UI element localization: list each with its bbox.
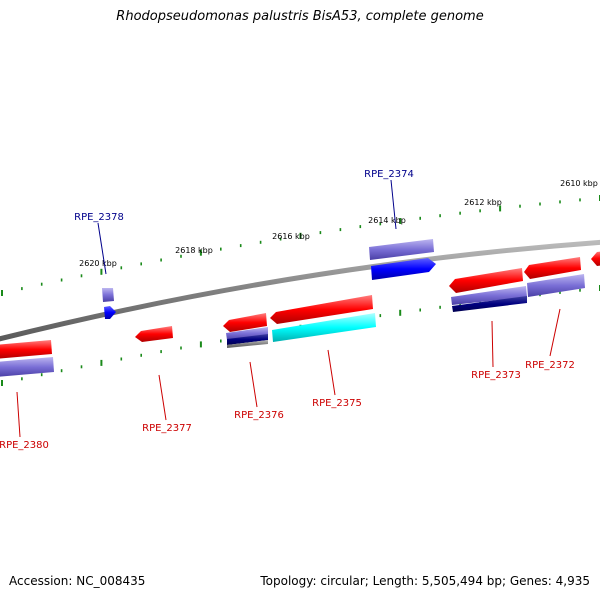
gene-rpe-2378-purple bbox=[102, 288, 114, 302]
gene-rpe-2378-blue bbox=[104, 306, 116, 319]
gene-label-rpe-2374: RPE_2374 bbox=[364, 169, 414, 180]
leader-rpe-2372 bbox=[549, 308, 561, 357]
gene-rpe-2380-purple bbox=[0, 357, 54, 377]
gene-rpe-2376-grey bbox=[227, 340, 268, 348]
scale-label-2620: 2620 kbp bbox=[79, 259, 117, 268]
topology-summary: Topology: circular; Length: 5,505,494 bp… bbox=[260, 574, 590, 588]
scale-label-2612: 2612 kbp bbox=[464, 198, 502, 207]
leader-rpe-2378 bbox=[97, 222, 107, 275]
gene-label-rpe-2375: RPE_2375 bbox=[312, 398, 362, 409]
gene-rpe-2376-navy bbox=[227, 334, 268, 345]
map-title: Rhodopseudomonas palustris BisA53, compl… bbox=[116, 9, 484, 24]
gene-label-rpe-2380: RPE_2380 bbox=[0, 440, 49, 451]
gene-rpe-2375-cyan bbox=[272, 313, 376, 342]
leader-rpe-2374 bbox=[390, 179, 397, 230]
scale-label-2610: 2610 kbp bbox=[560, 179, 598, 188]
scale-label-2614: 2614 kbp bbox=[368, 216, 406, 225]
gene-rpe-2377-red bbox=[135, 326, 173, 342]
gene-label-rpe-2372: RPE_2372 bbox=[525, 360, 575, 371]
gene-rpe-2375-red bbox=[270, 295, 373, 324]
leader-rpe-2380 bbox=[16, 391, 21, 438]
leader-rpe-2375 bbox=[327, 349, 336, 396]
genome-backbone bbox=[0, 239, 600, 342]
accession-text: Accession: NC_008435 bbox=[9, 574, 146, 588]
gene-label-rpe-2377: RPE_2377 bbox=[142, 423, 192, 434]
leader-rpe-2376 bbox=[249, 361, 258, 408]
scale-label-2616: 2616 kbp bbox=[272, 232, 310, 241]
gene-rpe-2373-red bbox=[449, 268, 523, 293]
scale-ticks-outer bbox=[1, 195, 600, 296]
gene-rpe-2373-navy bbox=[452, 296, 527, 312]
gene-rpe-2372-red bbox=[524, 257, 581, 279]
gene-rpe-2372-purple bbox=[527, 274, 585, 297]
gene-label-rpe-2378: RPE_2378 bbox=[74, 212, 124, 223]
gene-rpe-2374-blue bbox=[371, 258, 436, 280]
gene-edge-right bbox=[591, 251, 600, 266]
leader-rpe-2377 bbox=[158, 374, 167, 421]
gene-label-rpe-2376: RPE_2376 bbox=[234, 410, 284, 421]
label-leaders bbox=[16, 179, 561, 438]
gene-rpe-2376-purple bbox=[226, 327, 268, 340]
gene-label-rpe-2373: RPE_2373 bbox=[471, 370, 521, 381]
gene-rpe-2373-purple bbox=[451, 286, 527, 305]
gene-rpe-2380-red bbox=[0, 340, 52, 359]
gene-rpe-2374-purple bbox=[369, 239, 434, 260]
scale-label-2618: 2618 kbp bbox=[175, 246, 213, 255]
leader-rpe-2373 bbox=[491, 320, 494, 368]
gene-rpe-2376-red bbox=[223, 313, 267, 332]
